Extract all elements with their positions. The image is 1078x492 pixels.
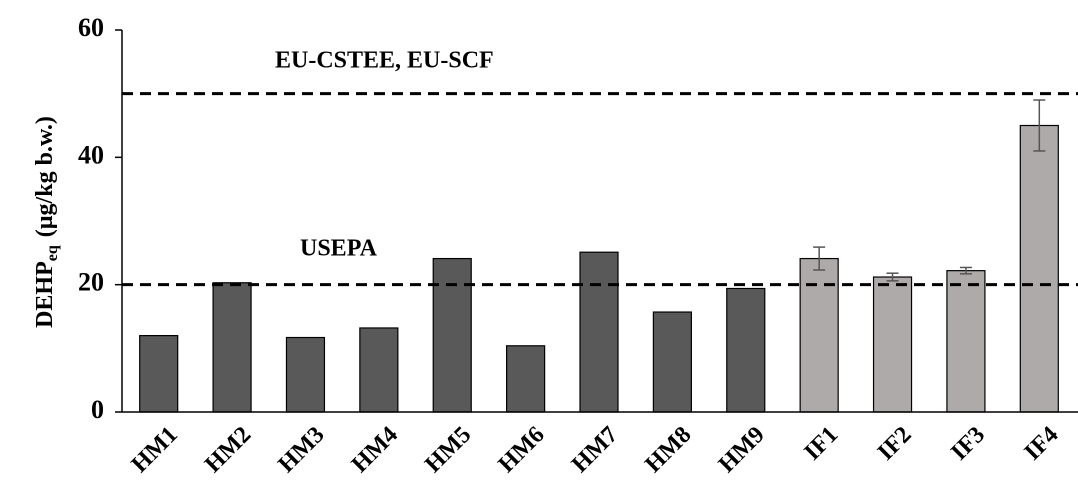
bar: [359, 327, 399, 413]
y-label-sub: eq: [44, 245, 61, 261]
y-tick-label: 40: [78, 140, 104, 169]
y-label-unit: (µg/kg b.w.): [32, 116, 58, 237]
x-tick-label: IF2: [873, 422, 917, 466]
reference-label: EU-CSTEE, EU-SCF: [275, 48, 494, 74]
x-tick-label: HM6: [494, 422, 550, 478]
x-tick-label: IF1: [799, 422, 843, 466]
x-tick-label: HM7: [567, 422, 623, 478]
bar: [799, 257, 839, 413]
y-tick-label: 60: [78, 13, 104, 42]
bar: [946, 270, 986, 413]
bar: [726, 287, 766, 413]
reference-label: USEPA: [300, 236, 378, 262]
x-tick-label: HM5: [420, 422, 476, 478]
bar: [212, 282, 252, 413]
y-axis-label: DEHPeq (µg/kg b.w.): [32, 116, 61, 328]
bar: [652, 311, 692, 413]
x-tick-label: HM9: [714, 422, 770, 478]
bar: [285, 336, 326, 413]
x-tick-label: IF4: [1020, 422, 1064, 466]
bar: [432, 257, 472, 413]
x-tick-label: IF3: [946, 422, 990, 466]
y-tick-label: 20: [78, 268, 104, 297]
x-tick-label: HM4: [347, 422, 403, 478]
bar: [139, 335, 179, 413]
bar: [1019, 124, 1059, 413]
bar: [872, 276, 913, 413]
y-tick-label: 0: [91, 395, 104, 424]
x-tick-label: HM2: [200, 422, 256, 478]
x-tick-label: HM1: [127, 422, 183, 478]
x-tick-label: HM8: [640, 422, 696, 478]
bar: [506, 345, 546, 413]
bar: [579, 251, 619, 413]
x-tick-label: HM3: [273, 422, 329, 478]
y-label-main: DEHP: [32, 261, 58, 328]
